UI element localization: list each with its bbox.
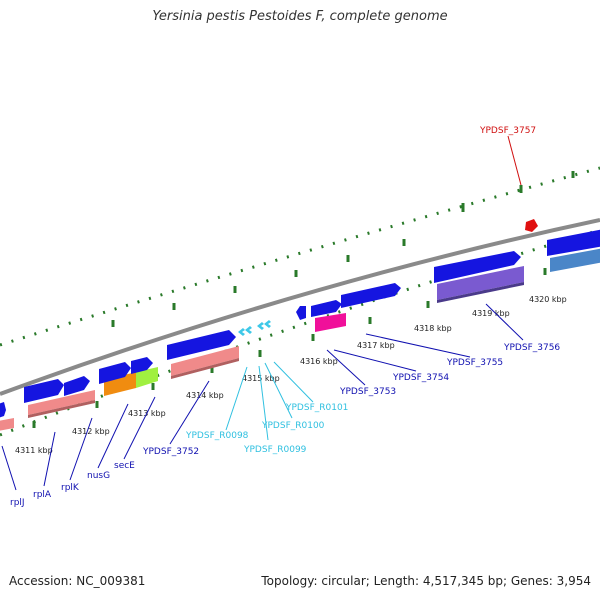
kbp-label: 4312 kbp	[72, 427, 110, 436]
red-gene-feature	[525, 219, 538, 232]
shaded-feature-bars	[0, 248, 600, 431]
map-title: Yersinia pestis Pestoides F, complete ge…	[152, 9, 448, 24]
gene-label-nusg: nusG	[87, 471, 110, 481]
gene-label-rplj: rplJ	[10, 498, 25, 508]
kbp-label: 4314 kbp	[186, 391, 224, 400]
kbp-label: 4318 kbp	[414, 324, 452, 333]
gene-label-rpla: rplA	[33, 490, 52, 500]
gene-label-ypdsf-3756: YPDSF_3756	[503, 343, 560, 353]
gene-label-ypdsf-r0101: YPDSF_R0101	[285, 403, 348, 413]
rna-features	[238, 320, 271, 336]
gene-label-ypdsf-3753: YPDSF_3753	[339, 387, 396, 397]
gene-label-sece: secE	[114, 461, 135, 471]
kbp-labels: 4311 kbp 4312 kbp 4313 kbp 4314 kbp 4315…	[15, 295, 567, 455]
kbp-label: 4316 kbp	[300, 357, 338, 366]
gene-label-ypdsf-3755: YPDSF_3755	[446, 358, 503, 368]
kbp-label: 4320 kbp	[529, 295, 567, 304]
gene-label-ypdsf-r0098: YPDSF_R0098	[185, 431, 249, 441]
gene-label-ypdsf-r0099: YPDSF_R0099	[243, 445, 307, 455]
gene-label-ypdsf-3754: YPDSF_3754	[392, 373, 449, 383]
kbp-label: 4311 kbp	[15, 446, 53, 455]
kbp-label: 4319 kbp	[472, 309, 510, 318]
genome-summary-text: Topology: circular; Length: 4,517,345 bp…	[261, 574, 591, 588]
outer-major-ticks	[111, 171, 575, 327]
gene-label-rplk: rplK	[61, 483, 80, 493]
gene-labels: rplJ rplA rplK nusG secE YPDSF_3752 YPDS…	[10, 126, 560, 508]
outer-dotted-track	[0, 166, 600, 347]
gene-label-ypdsf-3757: YPDSF_3757	[479, 126, 536, 136]
kbp-label: 4317 kbp	[357, 341, 395, 350]
genome-backbone	[0, 218, 600, 396]
gene-label-ypdsf-3752: YPDSF_3752	[142, 447, 199, 457]
cds-arrows	[0, 229, 600, 418]
leader-lines	[1, 135, 524, 491]
accession-text: Accession: NC_009381	[9, 574, 146, 588]
gene-label-ypdsf-r0100: YPDSF_R0100	[261, 421, 325, 431]
